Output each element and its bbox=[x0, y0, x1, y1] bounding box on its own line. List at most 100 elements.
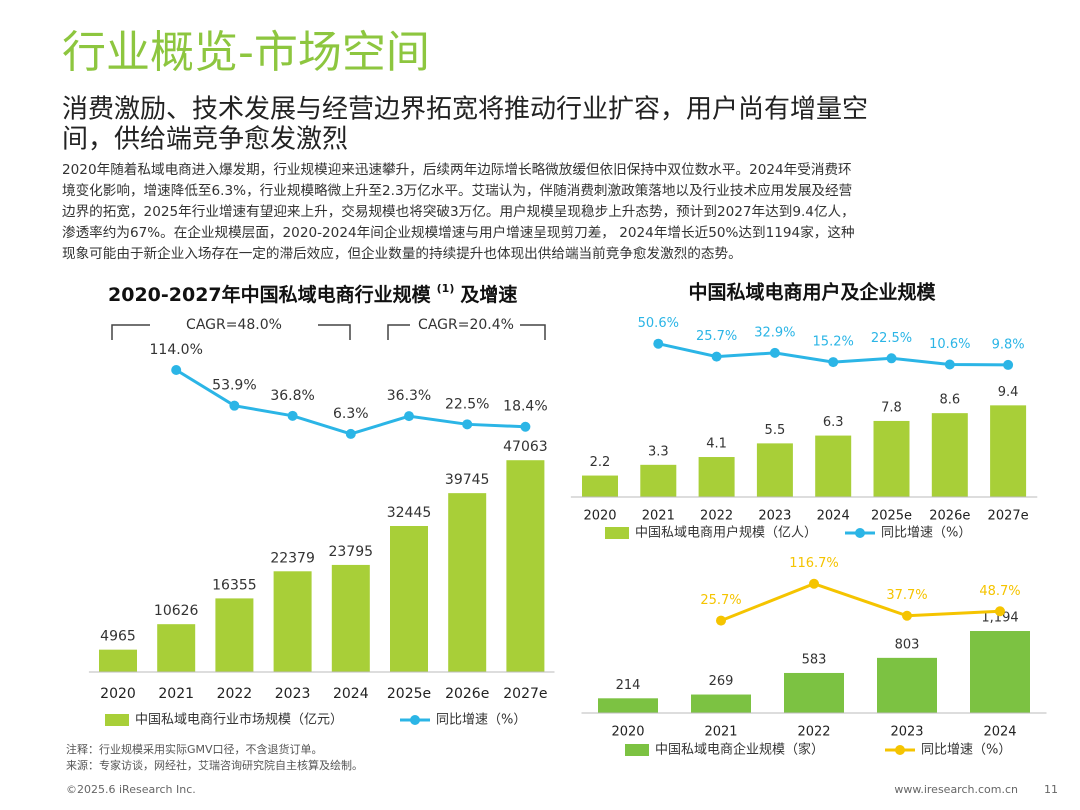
growth-label: 10.6% bbox=[929, 337, 970, 352]
bar-label: 269 bbox=[709, 674, 734, 689]
bar bbox=[990, 405, 1027, 497]
x-tick-label: 2021 bbox=[158, 686, 194, 702]
growth-label: 116.7% bbox=[789, 556, 839, 571]
bar-label: 1,194 bbox=[981, 611, 1018, 626]
growth-label: 36.3% bbox=[387, 388, 431, 404]
bar bbox=[506, 460, 545, 672]
copyright: ©2025.6 iResearch Inc. bbox=[66, 783, 196, 796]
bar-label: 23795 bbox=[329, 544, 374, 560]
bar bbox=[448, 493, 487, 672]
bar-label: 6.3 bbox=[823, 415, 844, 430]
chart-title: 2020-2027年中国私域电商行业规模 (1) 及增速 bbox=[108, 282, 517, 306]
x-tick-label: 2022 bbox=[797, 725, 830, 740]
x-tick-label: 2022 bbox=[217, 686, 253, 702]
growth-point bbox=[462, 419, 473, 430]
bar bbox=[877, 657, 937, 713]
growth-point bbox=[944, 359, 955, 370]
body: 境变化影响，增速降低至6.3%，行业规模略微上升至2.3万亿水平。艾瑞认为，伴随… bbox=[62, 182, 852, 199]
growth-point bbox=[404, 411, 414, 422]
bracket bbox=[387, 324, 546, 340]
growth-label: 25.7% bbox=[700, 593, 741, 608]
bar-label: 32445 bbox=[387, 505, 432, 521]
bar-label: 8.6 bbox=[939, 393, 960, 408]
legend-label: 同比增速（%） bbox=[436, 713, 526, 728]
source: 来源：专家访谈，网经社，艾瑞咨询研究院自主核算及绘制。 bbox=[66, 758, 363, 772]
bar-label: 583 bbox=[802, 652, 827, 667]
legend-swatch bbox=[105, 714, 129, 726]
bar-label: 4965 bbox=[100, 629, 136, 645]
x-tick-label: 2021 bbox=[704, 725, 737, 740]
bar bbox=[390, 525, 428, 672]
x-tick-label: 2026e bbox=[445, 686, 489, 702]
bar-label: 2.2 bbox=[590, 455, 611, 470]
title-note: (1) bbox=[437, 282, 455, 295]
x-tick-label: 2027e bbox=[503, 686, 547, 702]
bar bbox=[640, 464, 677, 497]
growth-line bbox=[720, 582, 1001, 622]
growth-point bbox=[828, 357, 839, 368]
bar bbox=[582, 475, 618, 497]
growth-point bbox=[653, 338, 664, 349]
growth-point bbox=[229, 400, 240, 411]
growth-label: 18.4% bbox=[503, 399, 547, 415]
bar-label: 10626 bbox=[154, 603, 199, 619]
bar bbox=[215, 598, 254, 672]
bar bbox=[331, 564, 370, 672]
growth-point bbox=[769, 347, 780, 358]
legend-label: 同比增速（%） bbox=[881, 526, 971, 541]
x-tick-label: 2024 bbox=[333, 686, 369, 702]
growth-point bbox=[711, 351, 722, 362]
body: 边界的拓宽，2025年行业增速有望迎来上升，交易规模也将突破3万亿。用户规模呈现… bbox=[62, 203, 855, 220]
x-tick-label: 2025e bbox=[871, 509, 912, 524]
x-tick-label: 2022 bbox=[700, 509, 733, 524]
bar bbox=[598, 698, 658, 713]
growth-point bbox=[995, 606, 1005, 617]
growth-label: 22.5% bbox=[871, 331, 912, 346]
bar bbox=[815, 435, 852, 497]
legend-label: 中国私域电商企业规模（家） bbox=[655, 742, 824, 758]
growth-label: 36.8% bbox=[270, 388, 314, 404]
right-heading: 中国私域电商用户及企业规模 bbox=[688, 281, 936, 304]
subtitle: 间，供给端竞争愈发激烈 bbox=[62, 125, 348, 155]
growth-label: 50.6% bbox=[638, 316, 679, 331]
growth-label: 53.9% bbox=[212, 378, 256, 394]
url: www.iresearch.com.cn bbox=[894, 783, 1018, 796]
cagr-label: CAGR=20.4% bbox=[418, 317, 514, 333]
growth-label: 25.7% bbox=[696, 329, 737, 344]
x-tick-label: 2020 bbox=[583, 509, 616, 524]
x-tick-label: 2020 bbox=[611, 725, 644, 740]
growth-point bbox=[809, 578, 819, 589]
bracket bbox=[111, 324, 351, 340]
bar-label: 5.5 bbox=[765, 423, 786, 438]
growth-point bbox=[886, 353, 897, 364]
x-tick-label: 2024 bbox=[817, 509, 850, 524]
bar bbox=[931, 413, 968, 497]
growth-label: 15.2% bbox=[813, 335, 854, 350]
growth-label: 48.7% bbox=[979, 584, 1020, 599]
bar-label: 9.4 bbox=[998, 385, 1019, 400]
bar-label: 22379 bbox=[270, 550, 315, 566]
bar bbox=[698, 457, 735, 497]
legend-label: 中国私域电商行业市场规模（亿元） bbox=[135, 712, 343, 728]
x-tick-label: 2023 bbox=[758, 509, 791, 524]
growth-label: 6.3% bbox=[333, 406, 369, 422]
bar bbox=[873, 420, 910, 497]
legend-swatch bbox=[625, 744, 649, 756]
x-tick-label: 2027e bbox=[988, 509, 1029, 524]
growth-point bbox=[520, 421, 531, 432]
growth-label: 37.7% bbox=[886, 588, 927, 603]
chart-title: 及增速 bbox=[460, 283, 517, 306]
body: 现象可能由于新企业入场存在一定的滞后效应，但企业数量的持续提升也体现出供给端当前… bbox=[62, 245, 742, 262]
bar bbox=[273, 571, 312, 672]
bar bbox=[784, 672, 844, 713]
bar-label: 803 bbox=[895, 637, 920, 652]
growth-point bbox=[716, 615, 726, 626]
bar bbox=[157, 624, 196, 672]
title: 行业概览-市场空间 bbox=[62, 27, 430, 78]
growth-point bbox=[171, 365, 182, 376]
legend-swatch bbox=[855, 528, 865, 538]
bar-label: 47063 bbox=[503, 439, 548, 455]
legend-swatch bbox=[410, 715, 420, 725]
chart-title: 2020-2027年中国私域电商行业规模 bbox=[108, 283, 432, 306]
x-tick-label: 2024 bbox=[983, 725, 1016, 740]
